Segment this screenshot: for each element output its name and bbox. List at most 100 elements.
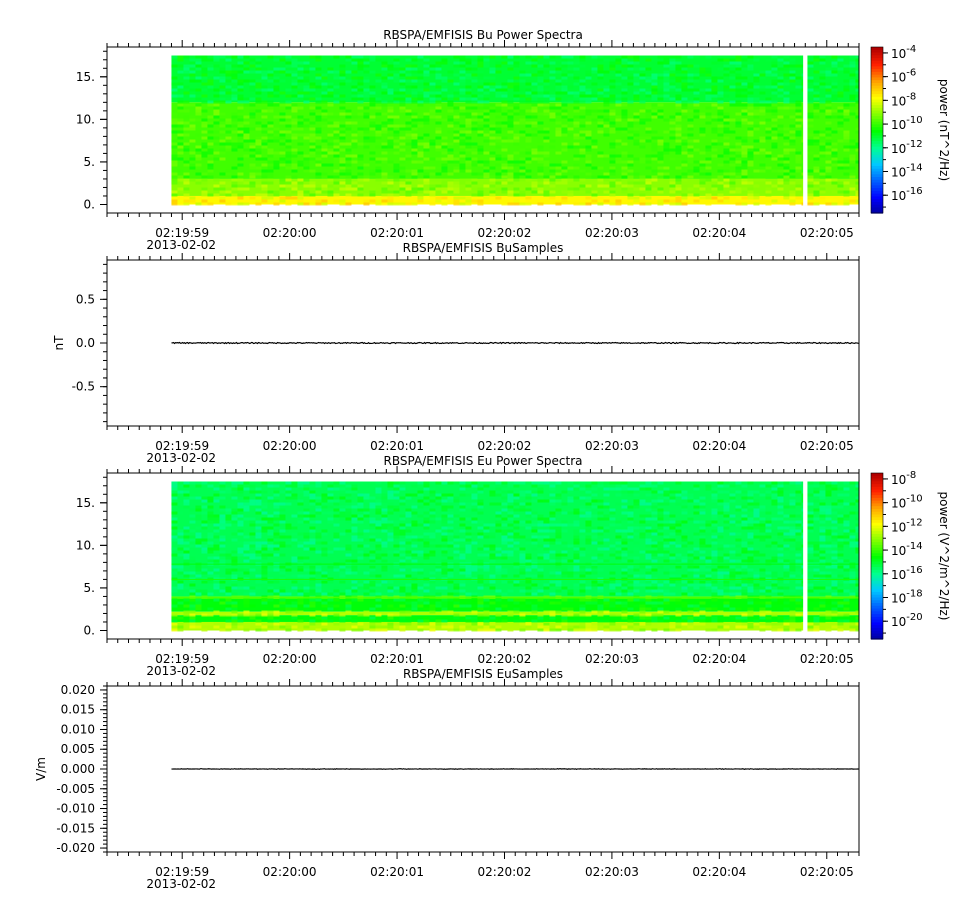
spectrogram-cell <box>435 481 442 485</box>
spectrogram-cell <box>819 187 826 191</box>
spectrogram-cell <box>471 127 478 131</box>
spectrogram-cell <box>189 88 196 92</box>
spectrogram-cell <box>363 127 370 131</box>
spectrogram-cell <box>393 166 400 170</box>
spectrogram-cell <box>429 82 436 86</box>
spectrogram-cell <box>315 97 322 101</box>
spectrogram-cell <box>651 169 658 173</box>
spectrogram-cell <box>219 190 226 194</box>
spectrogram-cell <box>315 106 322 110</box>
colorbar-tick-exponent: -4 <box>906 44 916 55</box>
spectrogram-cell <box>717 61 724 65</box>
spectrogram-cell <box>423 496 430 500</box>
spectrogram-cell <box>699 103 706 107</box>
spectrogram-cell <box>429 499 436 503</box>
spectrogram-cell <box>477 88 484 92</box>
spectrogram-cell <box>765 118 772 122</box>
spectrogram-cell <box>591 481 598 485</box>
spectrogram-cell <box>237 190 244 194</box>
spectrogram-cell <box>729 520 736 524</box>
spectrogram-cell <box>411 79 418 83</box>
spectrogram-cell <box>753 184 760 188</box>
spectrogram-cell <box>369 502 376 506</box>
spectrogram-cell <box>525 169 532 173</box>
spectrogram-cell <box>789 100 796 104</box>
spectrogram-cell <box>357 193 364 197</box>
spectrogram-cell <box>333 484 340 488</box>
spectrogram-cell <box>645 202 652 206</box>
spectrogram-cell <box>687 193 694 197</box>
spectrogram-cell <box>459 178 466 182</box>
spectrogram-cell <box>771 169 778 173</box>
spectrogram-cell <box>171 520 178 524</box>
spectrogram-cell <box>489 67 496 71</box>
spectrogram-cell <box>795 130 802 134</box>
spectrogram-cell <box>339 160 346 164</box>
spectrogram-cell <box>777 160 784 164</box>
spectrogram-cell <box>711 520 718 524</box>
spectrogram-cell <box>687 133 694 137</box>
spectrogram-cell <box>537 85 544 89</box>
spectrogram-cell <box>273 493 280 497</box>
spectrogram-cell <box>405 136 412 140</box>
spectrogram-cell <box>807 526 814 530</box>
spectrogram-cell <box>303 136 310 140</box>
spectrogram-cell <box>309 106 316 110</box>
spectrogram-cell <box>807 112 814 116</box>
spectrogram-cell <box>657 481 664 485</box>
spectrogram-cell <box>405 169 412 173</box>
colorbar-segment <box>871 190 883 195</box>
spectrogram-cell <box>183 178 190 182</box>
spectrogram-cell <box>291 58 298 62</box>
spectrogram-cell <box>309 88 316 92</box>
spectrogram-cell <box>333 175 340 179</box>
spectrogram-cell <box>489 76 496 80</box>
spectrogram-cell <box>225 118 232 122</box>
spectrogram-cell <box>219 121 226 125</box>
spectrogram-cell <box>561 130 568 134</box>
spectrogram-cell <box>609 67 616 71</box>
spectrogram-cell <box>369 100 376 104</box>
spectrogram-cell <box>825 508 832 512</box>
x-tick-label: 02:20:02 <box>478 439 532 453</box>
spectrogram-cell <box>243 484 250 488</box>
spectrogram-cell <box>603 199 610 203</box>
spectrogram-cell <box>819 109 826 113</box>
spectrogram-cell <box>297 484 304 488</box>
spectrogram-cell <box>345 109 352 113</box>
spectrogram-cell <box>681 529 688 533</box>
spectrogram-cell <box>855 70 859 74</box>
spectrogram-cell <box>441 169 448 173</box>
spectrogram-cell <box>807 76 814 80</box>
spectrogram-cell <box>573 154 580 158</box>
spectrogram-cell <box>261 490 268 494</box>
spectrogram-cell <box>573 94 580 98</box>
spectrogram-cell <box>537 100 544 104</box>
colorbar-segment <box>871 113 883 117</box>
spectrogram-cell <box>387 100 394 104</box>
spectrogram-cell <box>369 124 376 128</box>
spectrogram-cell <box>585 88 592 92</box>
spectrogram-cell <box>345 178 352 182</box>
spectrogram-cell <box>795 124 802 128</box>
spectrogram-cell <box>819 481 826 485</box>
spectrogram-cell <box>621 484 628 488</box>
spectrogram-cell <box>381 64 388 68</box>
spectrogram-cell <box>783 76 790 80</box>
spectrogram-cell <box>405 529 412 533</box>
spectrogram-cell <box>663 529 670 533</box>
spectrogram-cell <box>639 118 646 122</box>
spectrogram-cell <box>657 58 664 62</box>
spectrogram-cell <box>537 487 544 491</box>
spectrogram-cell <box>639 91 646 95</box>
spectrogram-cell <box>585 163 592 167</box>
spectrogram-cell <box>237 127 244 131</box>
spectrogram-cell <box>249 109 256 113</box>
spectrogram-cell <box>297 538 304 542</box>
spectrogram-cell <box>183 55 190 59</box>
spectrogram-cell <box>633 88 640 92</box>
spectrogram-cell <box>447 118 454 122</box>
spectrogram-cell <box>579 151 586 155</box>
spectrogram-cell <box>393 133 400 137</box>
x-tick-label: 02:20:01 <box>370 226 424 240</box>
